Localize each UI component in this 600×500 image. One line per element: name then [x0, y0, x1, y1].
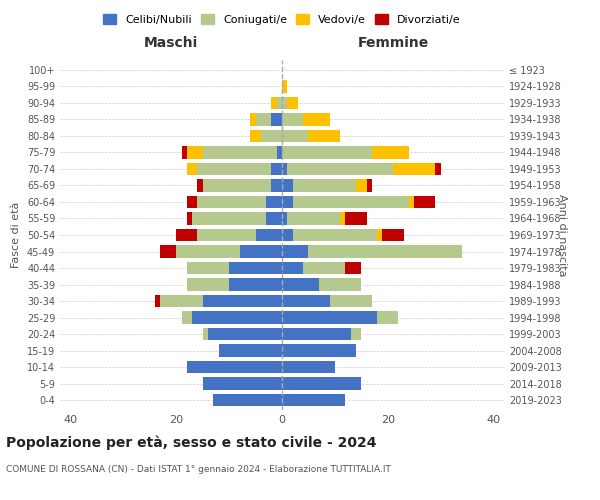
- Bar: [176, 246, 240, 258]
- Bar: [218, 344, 282, 357]
- Bar: [240, 246, 282, 258]
- Bar: [346, 212, 367, 224]
- Bar: [277, 96, 282, 109]
- Bar: [329, 295, 372, 307]
- Bar: [271, 163, 282, 175]
- Bar: [282, 262, 303, 274]
- Bar: [340, 212, 346, 224]
- Bar: [160, 295, 203, 307]
- Bar: [303, 113, 329, 126]
- Text: Maschi: Maschi: [144, 36, 198, 50]
- Bar: [414, 196, 435, 208]
- Text: COMUNE DI ROSSANA (CN) - Dati ISTAT 1° gennaio 2024 - Elaborazione TUTTITALIA.IT: COMUNE DI ROSSANA (CN) - Dati ISTAT 1° g…: [6, 465, 391, 474]
- Bar: [277, 146, 282, 158]
- Bar: [187, 262, 229, 274]
- Bar: [266, 212, 282, 224]
- Bar: [197, 196, 266, 208]
- Y-axis label: Anni di nascita: Anni di nascita: [557, 194, 567, 276]
- Bar: [187, 196, 197, 208]
- Bar: [282, 229, 293, 241]
- Bar: [319, 278, 361, 290]
- Bar: [293, 180, 356, 192]
- Bar: [282, 113, 303, 126]
- Bar: [282, 378, 361, 390]
- Bar: [435, 163, 440, 175]
- Bar: [250, 130, 261, 142]
- Bar: [203, 146, 277, 158]
- Bar: [203, 328, 208, 340]
- Bar: [203, 180, 271, 192]
- Bar: [271, 180, 282, 192]
- Bar: [266, 196, 282, 208]
- Bar: [197, 163, 271, 175]
- Bar: [250, 113, 256, 126]
- Bar: [176, 229, 197, 241]
- Bar: [187, 361, 282, 374]
- Bar: [351, 328, 361, 340]
- Text: Popolazione per età, sesso e stato civile - 2024: Popolazione per età, sesso e stato civil…: [6, 435, 377, 450]
- Bar: [377, 312, 398, 324]
- Bar: [208, 328, 282, 340]
- Bar: [393, 163, 435, 175]
- Bar: [282, 394, 346, 406]
- Bar: [187, 163, 197, 175]
- Bar: [293, 196, 409, 208]
- Bar: [197, 229, 256, 241]
- Bar: [282, 361, 335, 374]
- Bar: [229, 262, 282, 274]
- Bar: [182, 146, 187, 158]
- Bar: [203, 378, 282, 390]
- Bar: [287, 212, 340, 224]
- Bar: [187, 146, 203, 158]
- Legend: Celibi/Nubili, Coniugati/e, Vedovi/e, Divorziati/e: Celibi/Nubili, Coniugati/e, Vedovi/e, Di…: [99, 10, 465, 29]
- Y-axis label: Fasce di età: Fasce di età: [11, 202, 21, 268]
- Bar: [287, 163, 393, 175]
- Bar: [382, 229, 404, 241]
- Bar: [187, 278, 229, 290]
- Bar: [282, 246, 308, 258]
- Bar: [409, 196, 414, 208]
- Bar: [192, 312, 282, 324]
- Bar: [346, 262, 361, 274]
- Bar: [282, 130, 308, 142]
- Bar: [282, 80, 287, 92]
- Bar: [282, 295, 329, 307]
- Bar: [192, 212, 266, 224]
- Bar: [282, 278, 319, 290]
- Bar: [308, 246, 462, 258]
- Bar: [271, 113, 282, 126]
- Bar: [303, 262, 346, 274]
- Bar: [308, 130, 340, 142]
- Bar: [293, 229, 377, 241]
- Bar: [256, 113, 271, 126]
- Bar: [160, 246, 176, 258]
- Bar: [282, 312, 377, 324]
- Bar: [372, 146, 409, 158]
- Bar: [213, 394, 282, 406]
- Bar: [282, 180, 293, 192]
- Bar: [282, 146, 372, 158]
- Bar: [282, 212, 287, 224]
- Bar: [203, 295, 282, 307]
- Bar: [282, 96, 287, 109]
- Bar: [282, 328, 351, 340]
- Bar: [282, 344, 356, 357]
- Bar: [229, 278, 282, 290]
- Bar: [282, 163, 287, 175]
- Bar: [256, 229, 282, 241]
- Bar: [377, 229, 382, 241]
- Bar: [367, 180, 372, 192]
- Bar: [356, 180, 367, 192]
- Bar: [261, 130, 282, 142]
- Bar: [287, 96, 298, 109]
- Bar: [282, 196, 293, 208]
- Bar: [197, 180, 203, 192]
- Bar: [187, 212, 192, 224]
- Bar: [155, 295, 160, 307]
- Bar: [182, 312, 192, 324]
- Bar: [271, 96, 277, 109]
- Text: Femmine: Femmine: [358, 36, 428, 50]
